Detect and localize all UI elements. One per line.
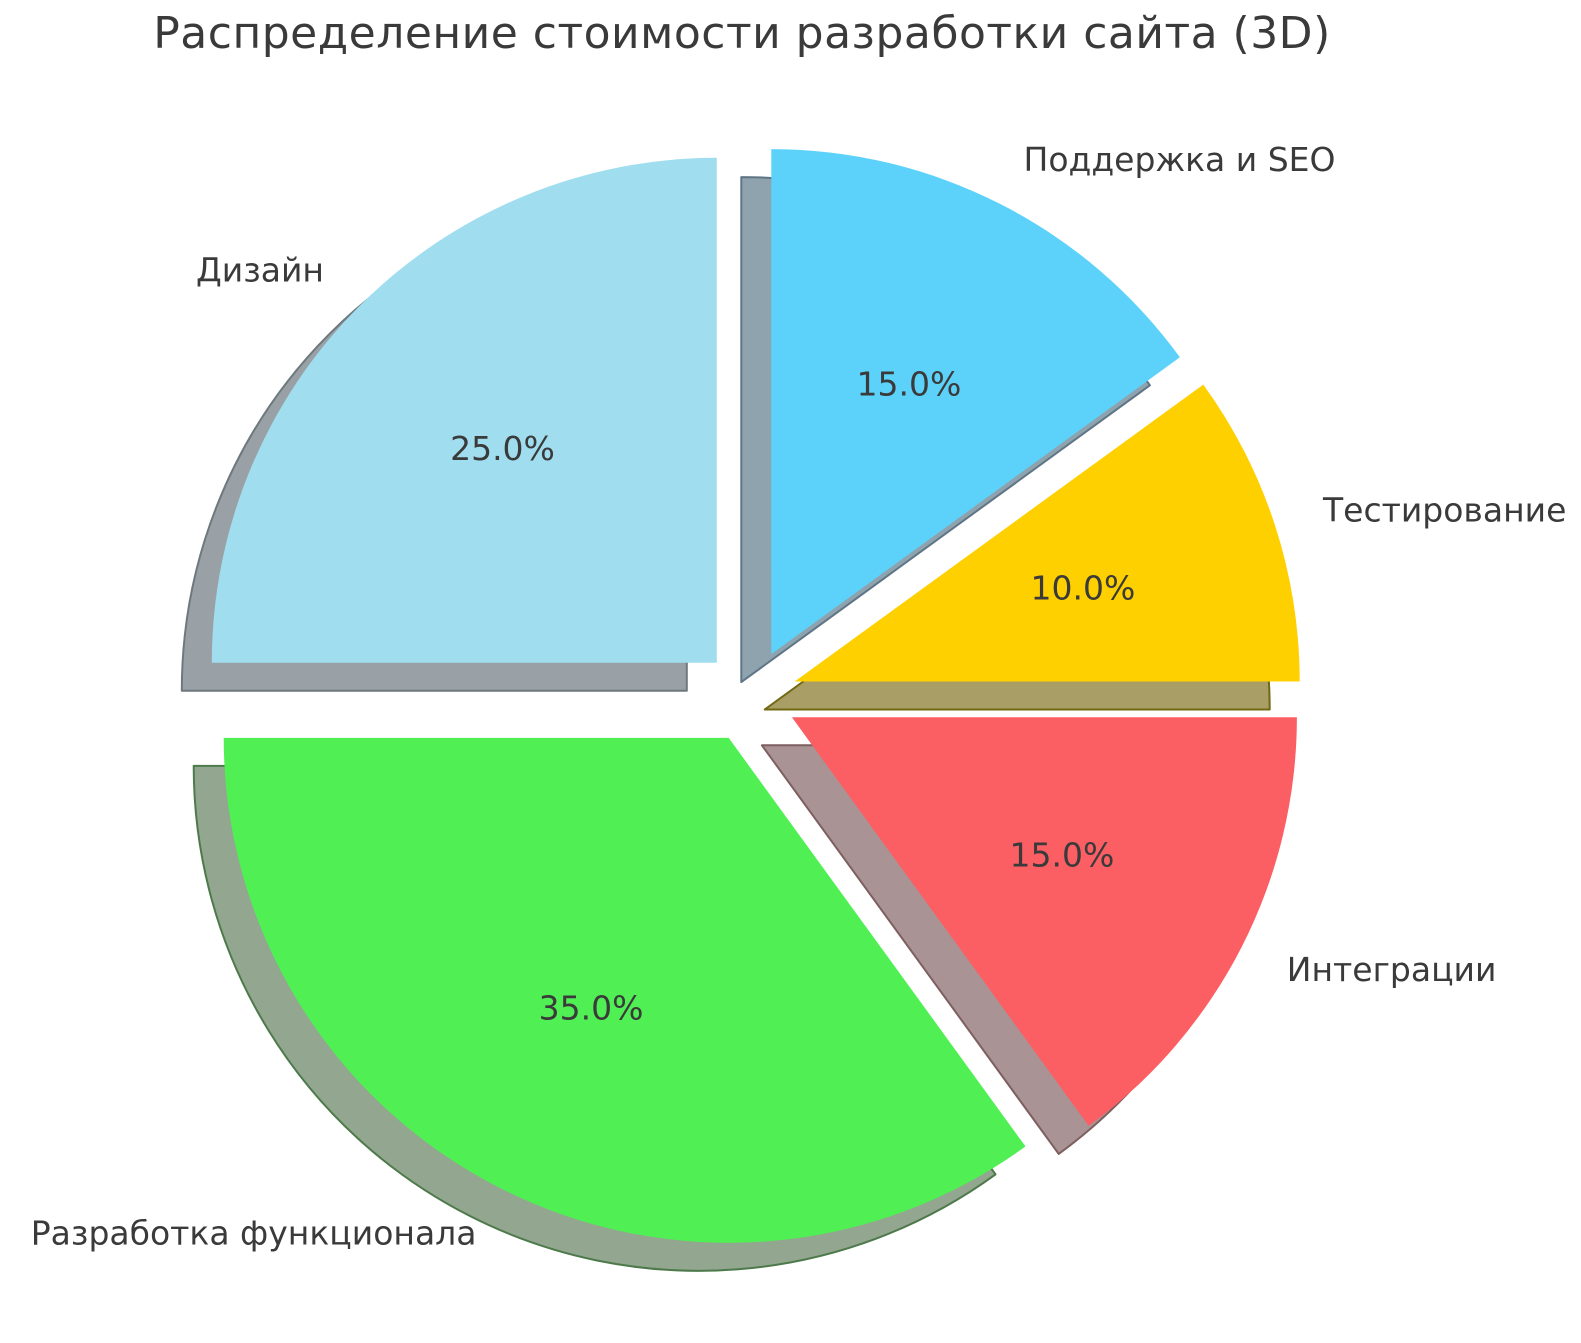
pie-pct-integrations: 15.0% [1009,835,1114,874]
pie-slice-support-seo [771,149,1180,655]
pie-pct-support-seo: 15.0% [856,365,961,404]
pie-label-support-seo: Поддержка и SEO [1024,140,1336,179]
pie-slice-development [223,737,1026,1243]
pie-slice-design [211,157,717,663]
pie-label-integrations: Интеграции [1287,950,1497,989]
pie-slice-integrations [791,717,1297,1126]
pie-label-development: Разработка функционала [31,1213,477,1252]
pie-pct-testing: 10.0% [1030,568,1135,607]
chart-title: Распределение стоимости разработки сайта… [153,8,1331,59]
pie-label-testing: Тестирование [1322,490,1566,529]
pie-label-design: Дизайн [196,251,324,290]
pie-slice-testing [794,384,1300,682]
pie-pct-design: 25.0% [450,429,555,468]
pie-labels: 15.0% Поддержка и SEO 10.0% Тестирование 15.… [31,140,1567,1253]
pie-wedges [211,149,1300,1243]
pie-pct-development: 35.0% [539,988,644,1027]
